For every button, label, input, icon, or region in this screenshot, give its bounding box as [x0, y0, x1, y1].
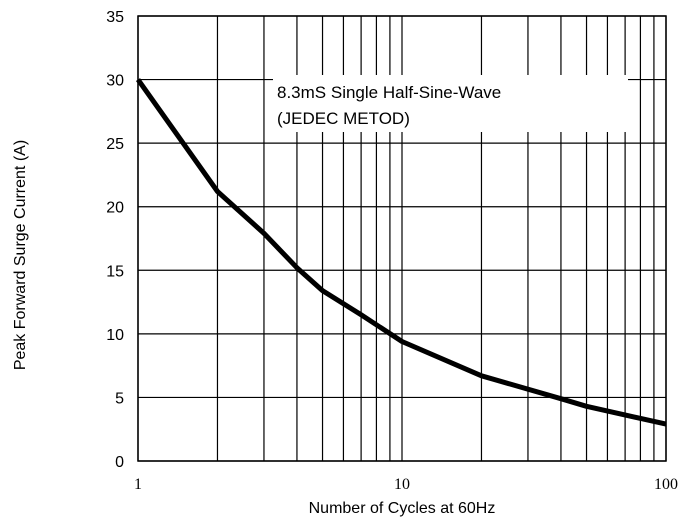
x-tick-label: 100 [654, 476, 678, 493]
y-tick-label: 35 [106, 9, 124, 26]
y-axis-title: Peak Forward Surge Current (A) [12, 140, 29, 370]
y-tick-label: 20 [106, 200, 124, 217]
y-tick-label: 30 [106, 73, 124, 90]
x-axis-title: Number of Cycles at 60Hz [309, 500, 496, 517]
y-tick-labels: 0 5 10 15 20 25 30 35 [106, 9, 124, 471]
x-tick-label: 1 [134, 476, 142, 493]
y-tick-label: 0 [115, 454, 124, 471]
annotation-line-2: (JEDEC METOD) [277, 109, 410, 128]
y-tick-label: 10 [106, 327, 124, 344]
y-tick-label: 5 [115, 390, 124, 407]
series-group [135, 78, 667, 427]
plot-frame [137, 15, 667, 462]
x-tick-label: 10 [394, 476, 410, 493]
annotation-box [273, 75, 628, 132]
y-tick-label: 15 [106, 263, 124, 280]
annotation-line-1: 8.3mS Single Half-Sine-Wave [277, 83, 501, 102]
y-tick-label: 25 [106, 136, 124, 153]
x-tick-labels: 1 10 100 [134, 476, 678, 493]
annotation-text: 8.3mS Single Half-Sine-Wave (JEDEC METOD… [277, 83, 501, 128]
series-line [135, 78, 667, 427]
